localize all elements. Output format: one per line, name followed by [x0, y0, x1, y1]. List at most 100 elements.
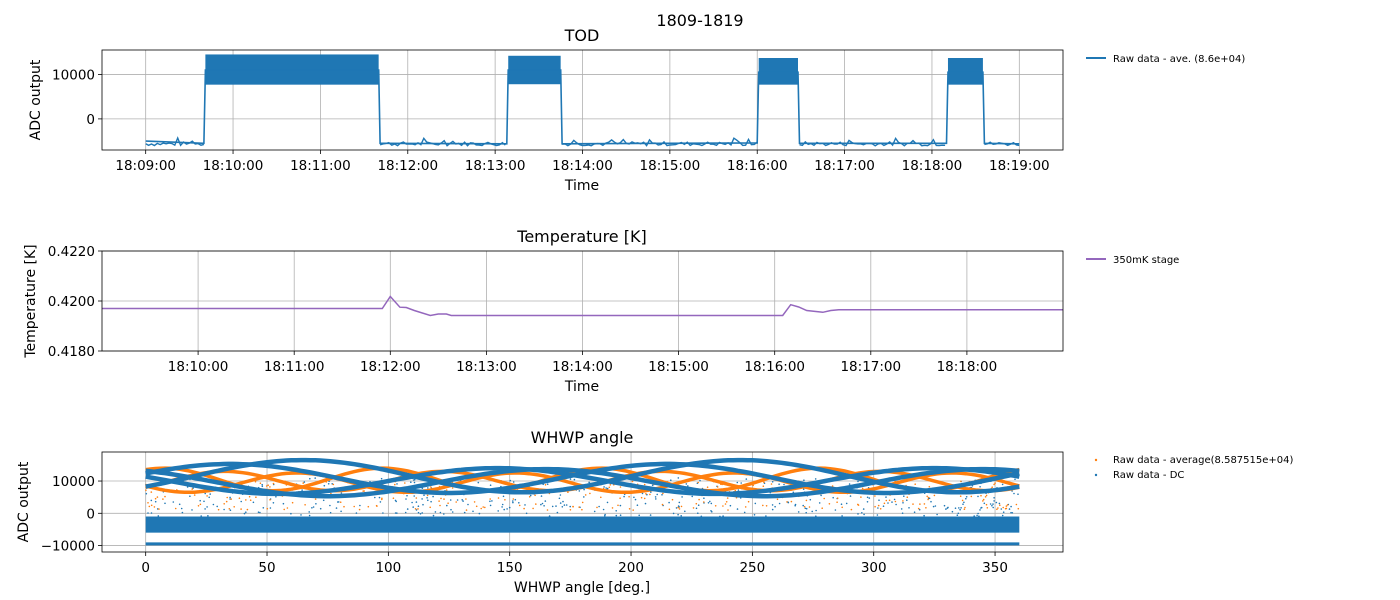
whwp-dc-point	[891, 501, 893, 503]
whwp-dc-point	[805, 507, 808, 510]
whwp-dc-point	[413, 478, 416, 481]
whwp-average-point	[643, 497, 646, 500]
whwp-dc-point	[336, 501, 339, 503]
whwp-panel: WHWP angle 0 50 100 150 200 250 300 350 −10000 0 1…	[16, 428, 1294, 596]
whwp-average-point	[339, 501, 342, 504]
whwp-dc-point	[189, 495, 191, 498]
whwp-dc-point	[978, 515, 980, 517]
whwp-average-point	[640, 496, 643, 499]
whwp-x-tick-label: 250	[739, 560, 765, 576]
whwp-dc-point	[319, 507, 322, 510]
whwp-dc-point	[150, 499, 153, 502]
whwp-dc-point	[778, 483, 780, 486]
whwp-average-point	[716, 486, 719, 488]
whwp-average-point	[362, 490, 365, 492]
whwp-legend-dc-label: Raw data - DC	[1113, 470, 1184, 481]
whwp-dc-point	[719, 515, 721, 518]
whwp-dc-point	[423, 494, 425, 497]
whwp-dc-point	[1002, 511, 1005, 513]
tod-y-tick-label: 10000	[52, 67, 95, 83]
whwp-average-point	[632, 509, 634, 511]
whwp-average-point	[443, 498, 445, 500]
whwp-average-point	[850, 508, 853, 511]
whwp-dc-point	[558, 497, 561, 500]
whwp-average-point	[245, 499, 247, 501]
whwp-average-point	[162, 498, 164, 500]
whwp-average-point	[414, 508, 417, 510]
whwp-dc-point	[456, 499, 459, 501]
whwp-x-tick-label: 200	[618, 560, 644, 576]
whwp-average-point	[249, 499, 252, 502]
whwp-dc-point	[501, 503, 504, 506]
whwp-average-point	[447, 502, 449, 505]
whwp-dc-point	[565, 504, 568, 506]
whwp-average-point	[671, 498, 674, 501]
whwp-average-point	[706, 486, 709, 489]
tod-x-tick-label: 18:14:00	[552, 158, 613, 174]
whwp-dc-point	[335, 507, 338, 509]
whwp-average-point	[619, 497, 621, 500]
whwp-dc-point	[540, 503, 542, 506]
whwp-dc-point	[670, 479, 672, 482]
whwp-dc-point	[208, 496, 210, 499]
whwp-dc-point	[432, 495, 434, 498]
tod-low-segment	[145, 136, 205, 147]
whwp-x-label: WHWP angle [deg.]	[514, 580, 650, 596]
whwp-average-point	[600, 496, 602, 499]
whwp-average-point	[993, 483, 995, 486]
whwp-average-point	[475, 505, 478, 508]
whwp-average-point	[269, 486, 271, 488]
whwp-dc-point	[771, 481, 774, 483]
whwp-dc-point	[257, 511, 260, 513]
temperature-legend: 350mK stage	[1086, 255, 1179, 266]
whwp-dc-point	[446, 504, 448, 507]
whwp-average-point	[353, 505, 356, 508]
whwp-y-tick-label: −10000	[41, 539, 95, 555]
whwp-dc-point	[684, 510, 686, 513]
tod-y-label: ADC output	[28, 59, 44, 140]
whwp-dc-point	[956, 514, 959, 516]
whwp-average-point	[925, 507, 927, 509]
whwp-dc-point	[340, 510, 342, 513]
whwp-dc-point	[204, 508, 206, 510]
whwp-dc-point	[913, 511, 916, 513]
whwp-average-point	[314, 498, 317, 500]
whwp-dc-point	[638, 514, 640, 517]
whwp-average-point	[404, 482, 406, 484]
whwp-dc-point	[415, 501, 418, 503]
whwp-dc-point	[832, 496, 834, 499]
whwp-average-point	[888, 499, 891, 502]
whwp-dc-point	[156, 508, 159, 510]
whwp-dc-point	[329, 511, 332, 514]
whwp-dc-point	[862, 508, 865, 510]
whwp-y-tick-label: 0	[86, 506, 95, 522]
whwp-dc-point	[396, 483, 398, 485]
whwp-legend: Raw data - average(8.587515e+04) Raw dat…	[1094, 455, 1294, 481]
whwp-dc-point	[604, 513, 606, 516]
whwp-average-point	[523, 507, 525, 510]
whwp-average-point	[1015, 503, 1018, 506]
whwp-dc-point	[711, 511, 713, 513]
whwp-average-point	[917, 507, 920, 510]
whwp-dc-point	[908, 507, 910, 509]
whwp-dc-point	[309, 477, 311, 480]
whwp-dc-point	[207, 515, 209, 517]
whwp-dc-point	[583, 488, 585, 491]
whwp-dc-point	[992, 503, 994, 505]
whwp-dc-point	[443, 513, 445, 515]
whwp-dc-point	[615, 510, 617, 512]
whwp-dc-point	[203, 500, 205, 503]
whwp-dc-point	[551, 505, 554, 508]
whwp-dc-point	[882, 505, 885, 508]
whwp-dc-point	[417, 505, 420, 508]
whwp-average-point	[680, 505, 683, 508]
whwp-average-point	[255, 496, 257, 499]
whwp-average-point	[248, 495, 251, 498]
whwp-dc-point	[478, 512, 481, 515]
whwp-average-point	[269, 499, 271, 501]
whwp-dc-point	[340, 492, 343, 494]
whwp-dc-point	[512, 500, 514, 502]
whwp-average-point	[272, 482, 275, 485]
whwp-average-point	[991, 486, 993, 489]
whwp-average-point	[367, 505, 370, 508]
